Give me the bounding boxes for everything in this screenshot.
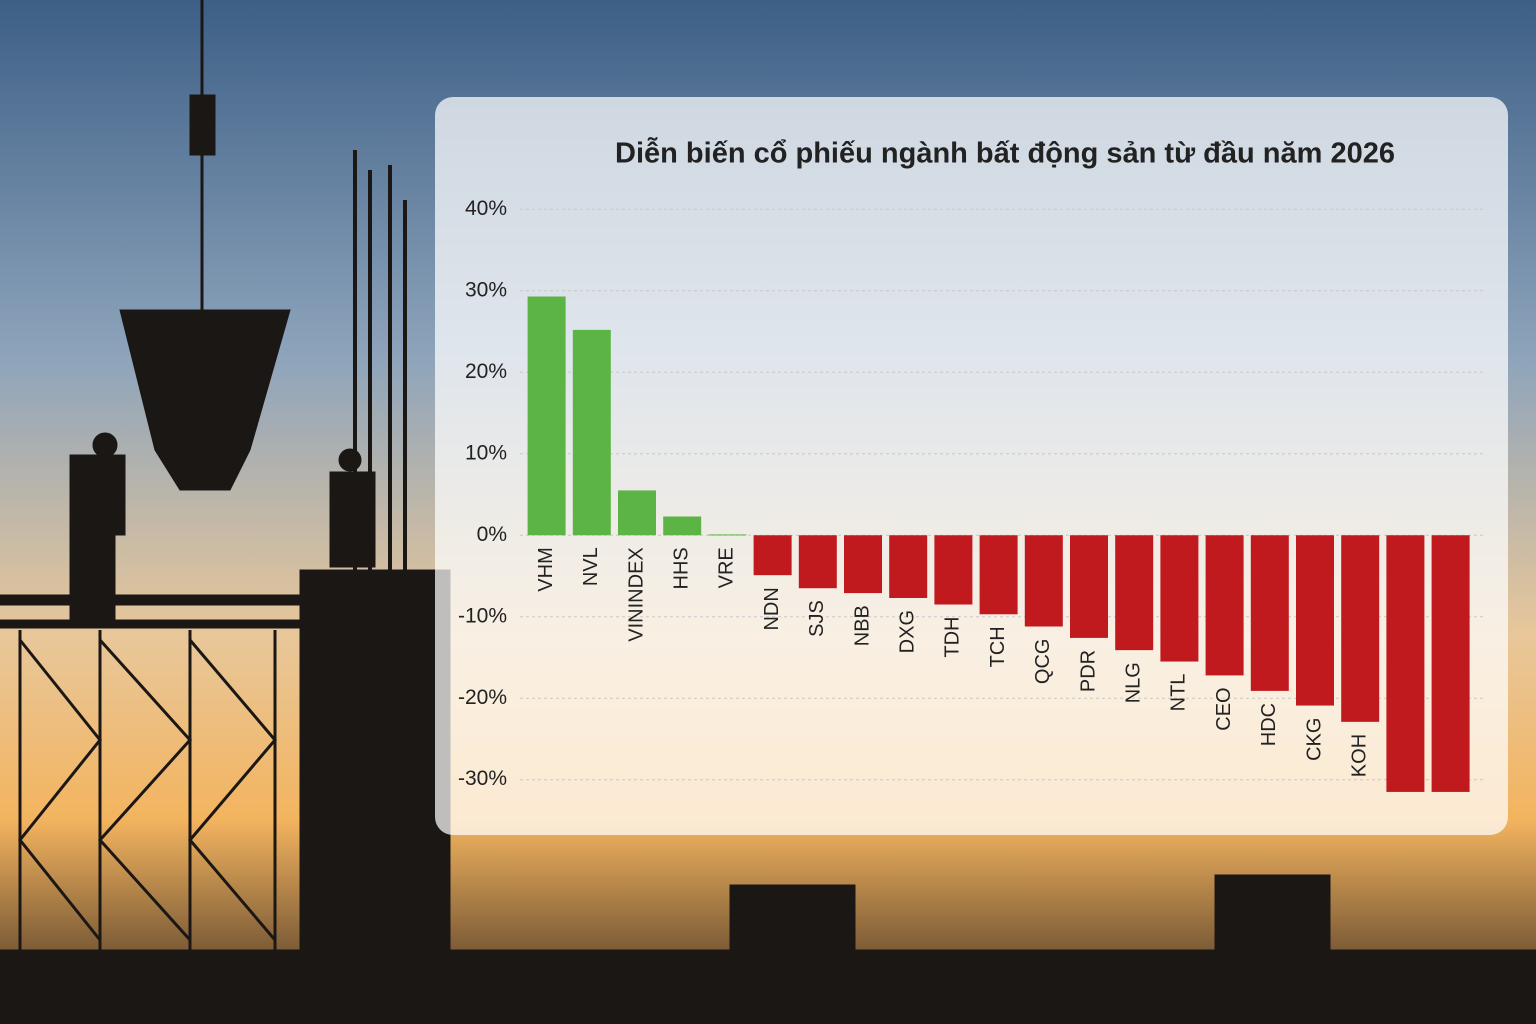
bar <box>979 535 1018 615</box>
x-tick-label: DXG <box>896 610 918 653</box>
y-tick-label: 10% <box>465 441 507 464</box>
bar <box>1070 535 1108 638</box>
bar <box>1296 535 1334 706</box>
x-tick-label: KOH <box>1348 734 1370 777</box>
x-tick-label: PDR <box>1077 650 1099 692</box>
x-tick-label: NBB <box>851 605 873 646</box>
y-tick-label: 20% <box>465 360 507 383</box>
x-tick-label: CEO <box>1213 687 1235 730</box>
bar <box>527 296 566 536</box>
x-tick-label: TDH <box>942 617 964 658</box>
bar <box>663 516 702 536</box>
x-tick-label: NDN <box>761 587 783 630</box>
bar <box>1024 535 1063 627</box>
x-tick-label: HHS <box>670 547 692 589</box>
bar <box>1160 535 1199 662</box>
y-tick-label: 40% <box>465 197 507 220</box>
x-tick-label: NLG <box>1122 662 1144 703</box>
x-tick-label: SJS <box>806 600 828 637</box>
bar <box>572 329 611 536</box>
y-tick-label: -10% <box>458 604 507 627</box>
bar <box>708 534 747 536</box>
bar <box>1205 535 1244 676</box>
x-tick-label: VHM <box>535 547 557 591</box>
bar <box>1250 535 1289 691</box>
y-tick-label: 0% <box>477 523 507 546</box>
chart-title: Diễn biến cổ phiếu ngành bất động sản từ… <box>615 136 1395 170</box>
x-tick-label: VININDEX <box>625 547 647 641</box>
x-tick-label: NTL <box>1168 674 1190 712</box>
x-tick-label: HDC <box>1258 703 1280 746</box>
x-tick-label: CKG <box>1303 718 1325 761</box>
bar <box>1386 535 1425 792</box>
bar <box>618 490 656 536</box>
bar <box>798 535 837 589</box>
x-tick-label: NVL <box>580 547 602 586</box>
bar <box>934 535 973 605</box>
y-tick-label: 30% <box>465 278 507 301</box>
bar <box>1115 535 1154 651</box>
x-tick-label: VRE <box>716 547 738 588</box>
y-tick-label: -30% <box>458 767 507 790</box>
bar <box>844 535 882 594</box>
bar <box>1341 535 1380 722</box>
y-tick-label: -20% <box>458 686 507 709</box>
bar <box>889 535 928 598</box>
x-tick-label: TCH <box>987 626 1009 667</box>
bar <box>753 535 792 576</box>
x-tick-label: QCG <box>1032 639 1054 685</box>
bar <box>1431 535 1470 792</box>
